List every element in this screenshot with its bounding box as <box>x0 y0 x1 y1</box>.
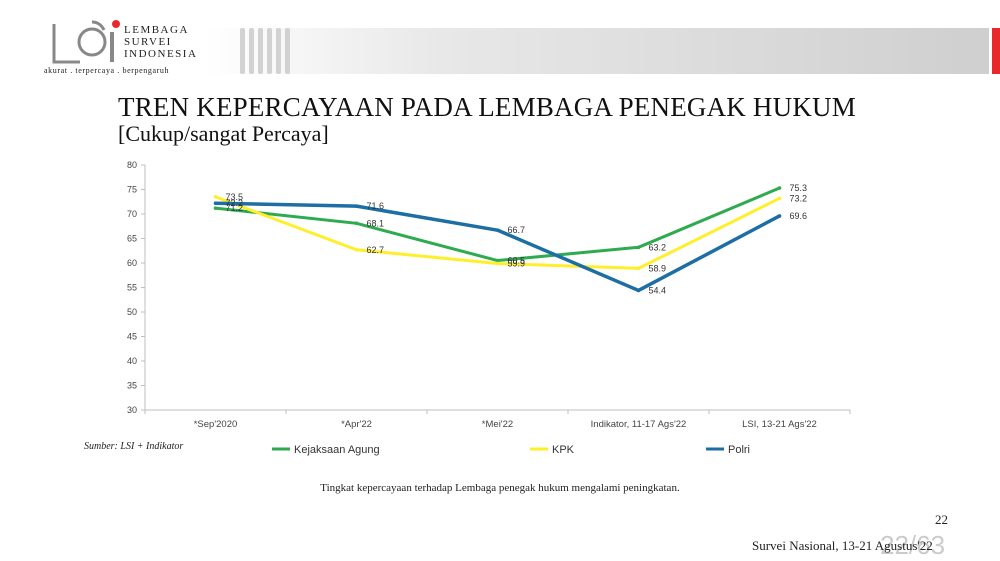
data-point <box>495 258 500 263</box>
data-point <box>213 201 218 206</box>
data-label: 68.1 <box>367 218 385 228</box>
slide-caption: Tingkat kepercayaan terhadap Lembaga pen… <box>320 482 680 494</box>
page-watermark: 22/63 <box>880 530 946 560</box>
data-label: 73.5 <box>226 192 244 202</box>
y-tick-label: 80 <box>127 160 137 170</box>
series-line-kejaksaan-agung <box>215 186 781 263</box>
data-point <box>495 228 500 232</box>
page-number: 22 <box>935 512 948 527</box>
data-label: 60.5 <box>508 256 526 266</box>
data-label: 54.4 <box>649 285 667 295</box>
logo-text-line1: LEMBAGA <box>124 24 189 36</box>
y-tick-label: 35 <box>127 381 137 391</box>
x-tick-label: *Mei'22 <box>482 419 513 430</box>
series-line-kpk <box>214 195 781 270</box>
lsi-logo <box>52 20 120 64</box>
data-label: 59.9 <box>508 258 526 268</box>
y-tick-label: 45 <box>127 332 137 342</box>
slide-subtitle: [Cukup/sangat Percaya] <box>118 121 329 146</box>
x-tick-label: Indikator, 11-17 Ags'22 <box>591 419 687 430</box>
data-point <box>495 261 500 266</box>
data-point <box>354 247 359 252</box>
data-label: 71.2 <box>226 203 244 213</box>
legend-entry: Polri <box>728 444 750 456</box>
x-tick-label: LSI, 13-21 Ags'22 <box>742 419 817 430</box>
data-point <box>636 245 641 250</box>
data-label: 75.3 <box>790 183 808 193</box>
header-bar <box>205 28 989 74</box>
line-chart: 30 35 40 45 50 55 60 65 70 75 80 *Sep'2020 *Apr'22 *M… <box>127 160 851 456</box>
data-point <box>777 196 782 201</box>
logo-text-line2: SURVEI <box>124 36 172 48</box>
legend-entry: KPK <box>552 444 575 456</box>
data-label: 72.2 <box>226 198 244 208</box>
logo-tagline: akurat . terpercaya . berpengaruh <box>44 66 170 75</box>
y-tick-label: 50 <box>127 307 137 317</box>
legend-entry: Kejaksaan Agung <box>294 444 380 456</box>
data-point <box>636 266 641 271</box>
data-label: 62.7 <box>367 245 385 255</box>
data-label: 69.6 <box>790 211 808 221</box>
logo-text: LEMBAGA SURVEI INDONESIA <box>124 24 197 60</box>
data-point <box>213 195 218 199</box>
logo-text-line3: INDONESIA <box>124 48 198 60</box>
data-point <box>636 288 641 293</box>
data-label: 71.6 <box>367 201 385 211</box>
data-label: 66.7 <box>508 225 526 235</box>
slide-title: TREN KEPERCAYAAN PADA LEMBAGA PENEGAK HU… <box>118 92 856 122</box>
x-tick-label: *Sep'2020 <box>194 419 238 430</box>
y-tick-label: 30 <box>127 405 137 415</box>
footer-survey-label: Survei Nasional, 13-21 Agustus'22 <box>752 538 933 553</box>
data-point <box>213 206 218 210</box>
y-tick-label: 40 <box>127 356 137 366</box>
x-tick-label: *Apr'22 <box>341 419 372 430</box>
y-tick-label: 65 <box>127 234 137 244</box>
data-label: 58.9 <box>649 263 667 273</box>
data-point <box>777 214 782 218</box>
y-tick-label: 55 <box>127 283 137 293</box>
chart-source: Sumber: LSI + Indikator <box>84 441 184 452</box>
data-label: 63.2 <box>649 242 667 252</box>
data-point <box>777 186 782 190</box>
y-tick-label: 75 <box>127 185 137 195</box>
data-point <box>354 204 359 208</box>
y-tick-label: 60 <box>127 258 137 268</box>
data-label: 73.2 <box>790 193 808 203</box>
data-point <box>354 221 359 226</box>
y-tick-label: 70 <box>127 209 137 219</box>
header-accent <box>992 28 1000 74</box>
header-stripes <box>240 28 310 74</box>
